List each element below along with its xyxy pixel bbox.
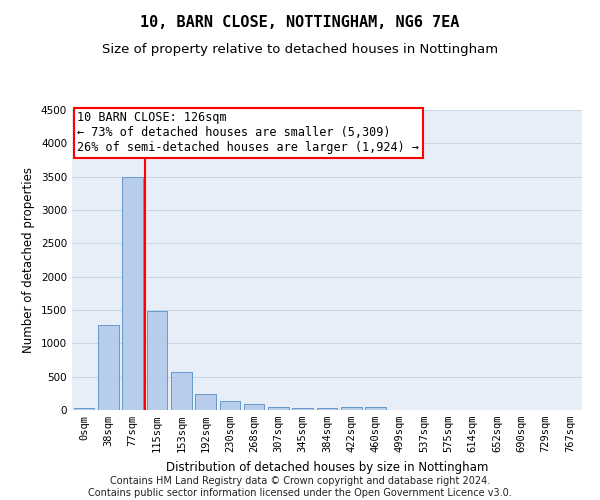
Y-axis label: Number of detached properties: Number of detached properties [22, 167, 35, 353]
Text: 10 BARN CLOSE: 126sqm
← 73% of detached houses are smaller (5,309)
26% of semi-d: 10 BARN CLOSE: 126sqm ← 73% of detached … [77, 112, 419, 154]
Bar [365, 408, 386, 410]
Bar [341, 408, 362, 410]
Bar [98, 326, 119, 410]
Bar [292, 408, 313, 410]
Bar [195, 394, 216, 410]
Bar [74, 408, 94, 410]
Bar [317, 408, 337, 410]
Bar [244, 404, 265, 410]
Text: Size of property relative to detached houses in Nottingham: Size of property relative to detached ho… [102, 42, 498, 56]
Bar [220, 400, 240, 410]
Bar [146, 312, 167, 410]
Bar [122, 176, 143, 410]
Bar [268, 406, 289, 410]
Bar [171, 372, 191, 410]
X-axis label: Distribution of detached houses by size in Nottingham: Distribution of detached houses by size … [166, 460, 488, 473]
Text: Contains HM Land Registry data © Crown copyright and database right 2024.
Contai: Contains HM Land Registry data © Crown c… [88, 476, 512, 498]
Text: 10, BARN CLOSE, NOTTINGHAM, NG6 7EA: 10, BARN CLOSE, NOTTINGHAM, NG6 7EA [140, 15, 460, 30]
